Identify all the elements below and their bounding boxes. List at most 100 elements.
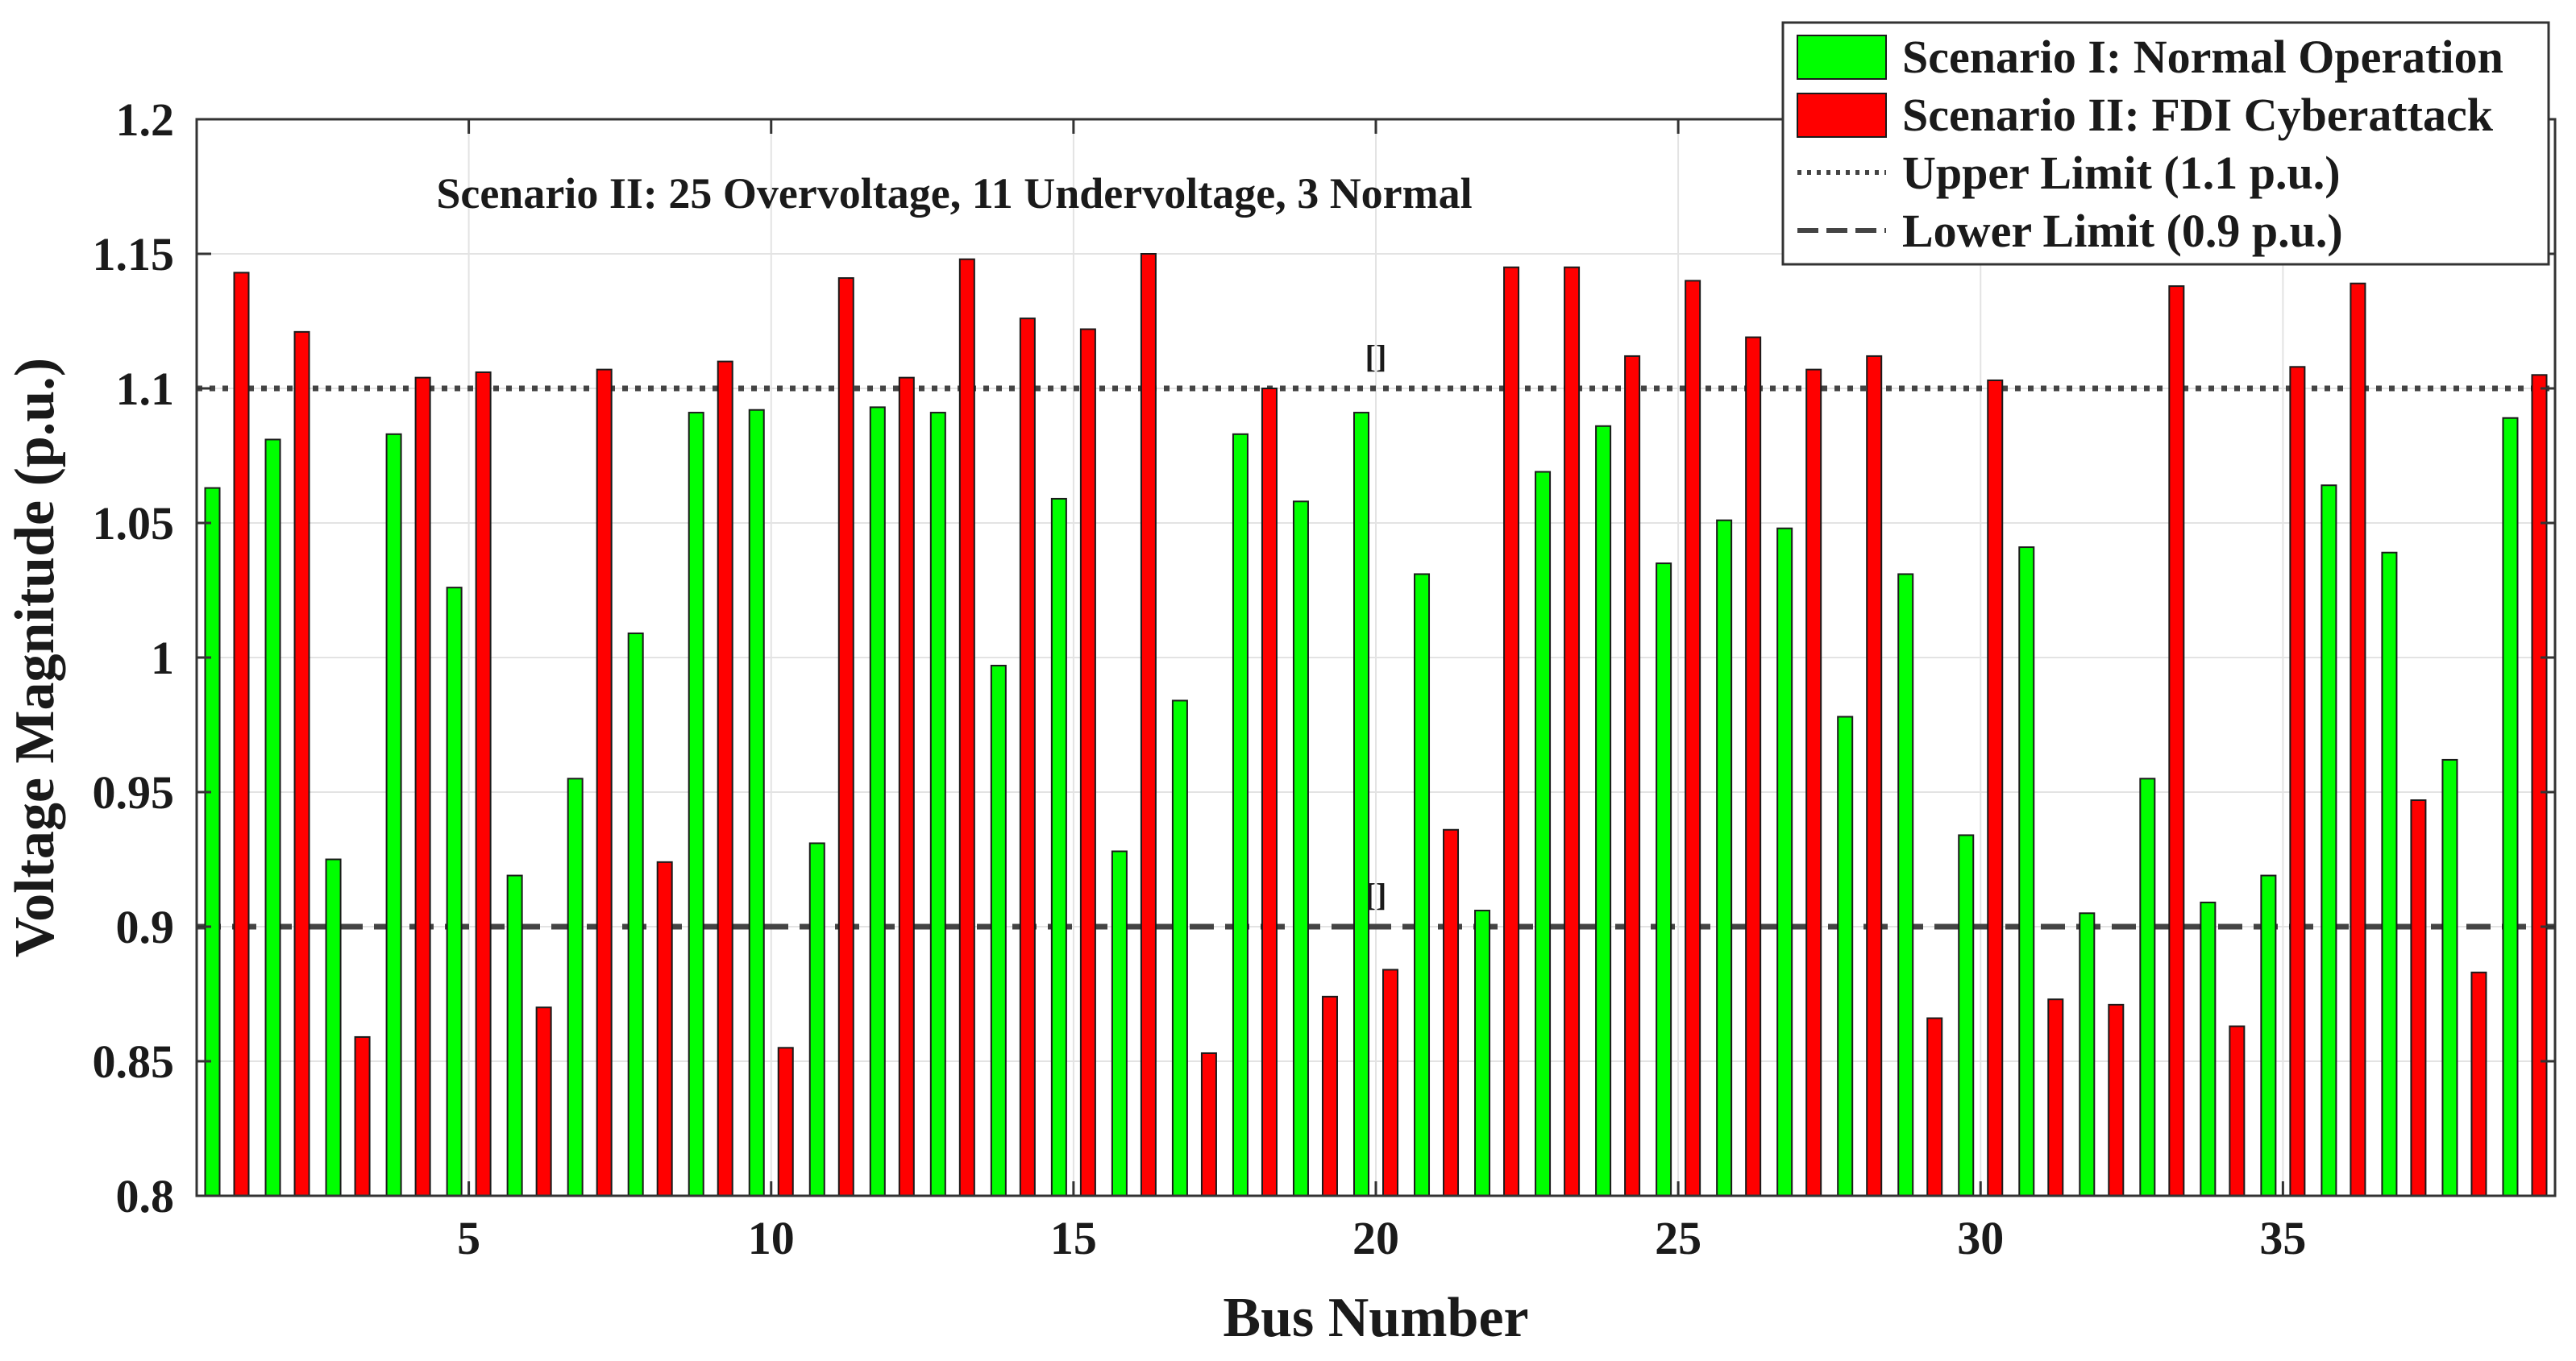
bar-series-1-bus-31: [2018, 546, 2035, 1197]
x-tick-label: 10: [748, 1212, 795, 1264]
bar-series-1-bus-7: [567, 778, 584, 1197]
bar-series-1-bus-8: [627, 632, 644, 1197]
bar-series-2-bus-22: [1503, 266, 1520, 1197]
bar-series-2-bus-31: [2047, 998, 2064, 1197]
y-tick-label: 0.85: [93, 1035, 175, 1088]
bar-series-1-bus-5: [446, 587, 463, 1197]
legend: Scenario I: Normal Operation Scenario II:…: [1781, 21, 2550, 266]
bar-series-2-bus-21: [1443, 828, 1460, 1197]
bar-series-1-bus-19: [1292, 500, 1309, 1197]
x-tick-label: 20: [1352, 1212, 1399, 1264]
bars: [204, 253, 2548, 1197]
bar-series-1-bus-1: [204, 487, 221, 1197]
bar-series-1-bus-16: [1111, 850, 1128, 1197]
bar-series-1-bus-36: [2320, 484, 2337, 1197]
bar-series-1-bus-15: [1050, 497, 1067, 1197]
y-tick-label: 1: [151, 632, 174, 684]
axis-ticks: 0.8 0.85 0.9 0.95 1 1.05 1.1 1.15 1.2 5 10 15 20 25 30…: [93, 93, 2555, 1264]
bar-series-2-bus-19: [1321, 995, 1338, 1197]
upper-limit-marker: []: [1365, 338, 1387, 375]
bar-series-2-bus-24: [1624, 355, 1641, 1197]
bar-series-1-bus-12: [869, 406, 886, 1197]
bar-series-2-bus-3: [354, 1035, 371, 1197]
bar-series-1-bus-14: [990, 665, 1007, 1197]
chart-annotation: Scenario II: 25 Overvoltage, 11 Undervol…: [436, 169, 1472, 218]
bar-series-2-bus-29: [1926, 1017, 1943, 1197]
bar-series-2-bus-26: [1745, 336, 1762, 1197]
bar-series-2-bus-37: [2410, 799, 2427, 1197]
bar-series-1-bus-27: [1776, 527, 1793, 1197]
bar-series-2-bus-5: [475, 371, 492, 1197]
bar-series-2-bus-34: [2229, 1025, 2246, 1197]
bar-series-2-bus-11: [837, 277, 854, 1197]
x-axis-label: Bus Number: [1223, 1287, 1528, 1349]
bar-series-2-bus-6: [535, 1006, 552, 1197]
bar-series-1-bus-10: [748, 409, 765, 1197]
bar-series-2-bus-4: [414, 376, 431, 1197]
bar-series-2-bus-2: [293, 330, 310, 1197]
bar-series-1-bus-34: [2200, 901, 2217, 1197]
bar-series-2-bus-25: [1685, 280, 1701, 1197]
bar-series-2-bus-10: [777, 1047, 794, 1197]
bar-series-1-bus-29: [1897, 573, 1914, 1197]
legend-label-series-2: Scenario II: FDI Cyberattack: [1902, 89, 2494, 141]
bar-series-1-bus-13: [929, 412, 946, 1197]
bar-series-1-bus-23: [1535, 471, 1552, 1197]
bar-series-2-bus-17: [1200, 1052, 1217, 1197]
bar-series-1-bus-37: [2381, 551, 2398, 1197]
y-tick-label: 1.05: [93, 497, 175, 550]
legend-label-lower-limit: Lower Limit (0.9 p.u.): [1902, 205, 2343, 257]
bar-series-2-bus-13: [958, 258, 975, 1197]
bar-series-1-bus-24: [1595, 425, 1612, 1197]
y-tick-label: 1.1: [116, 363, 175, 415]
x-tick-label: 25: [1655, 1212, 1701, 1264]
bar-series-1-bus-6: [506, 874, 523, 1197]
bar-series-1-bus-33: [2139, 778, 2156, 1197]
bar-series-2-bus-30: [1987, 379, 2004, 1197]
x-tick-label: 15: [1050, 1212, 1097, 1264]
y-tick-label: 0.9: [116, 901, 175, 953]
grid: [197, 119, 2555, 1196]
bar-series-1-bus-30: [1958, 834, 1975, 1197]
x-tick-label: 35: [2259, 1212, 2306, 1264]
legend-swatch-series-1: [1797, 35, 1887, 80]
bar-series-1-bus-22: [1474, 909, 1491, 1197]
bar-series-2-bus-20: [1382, 969, 1399, 1197]
bar-series-2-bus-18: [1261, 388, 1278, 1197]
bar-series-1-bus-4: [385, 433, 402, 1197]
bar-series-2-bus-16: [1140, 253, 1157, 1197]
x-tick-label: 5: [457, 1212, 480, 1264]
bar-series-1-bus-20: [1352, 412, 1369, 1197]
reference-lines: [][]: [197, 338, 2555, 930]
y-tick-label: 0.95: [93, 766, 175, 819]
bar-series-1-bus-11: [808, 842, 825, 1197]
bar-series-2-bus-27: [1805, 368, 1822, 1197]
bar-series-2-bus-9: [717, 360, 733, 1197]
bar-series-2-bus-38: [2470, 971, 2487, 1197]
legend-label-upper-limit: Upper Limit (1.1 p.u.): [1902, 147, 2341, 199]
y-tick-label: 1.15: [93, 228, 175, 280]
bar-series-1-bus-3: [325, 858, 342, 1197]
bar-series-2-bus-32: [2108, 1003, 2125, 1197]
legend-box: [1781, 21, 2550, 266]
bar-series-2-bus-28: [1866, 355, 1883, 1197]
bar-series-2-bus-39: [2531, 374, 2548, 1197]
bar-series-2-bus-36: [2350, 282, 2366, 1197]
x-tick-label: 30: [1957, 1212, 2004, 1264]
bar-series-2-bus-1: [233, 272, 250, 1197]
y-tick-label: 0.8: [116, 1170, 175, 1222]
bar-series-1-bus-26: [1716, 519, 1733, 1197]
bar-series-1-bus-35: [2260, 874, 2277, 1197]
bar-series-1-bus-39: [2502, 417, 2519, 1197]
y-tick-label: 1.2: [116, 93, 175, 146]
bar-series-2-bus-15: [1079, 328, 1096, 1197]
bar-series-2-bus-12: [898, 376, 915, 1197]
bar-series-1-bus-9: [688, 412, 704, 1197]
bar-series-1-bus-2: [264, 438, 281, 1197]
bar-series-2-bus-7: [596, 368, 613, 1197]
legend-swatch-series-2: [1797, 93, 1887, 138]
bar-series-1-bus-17: [1171, 699, 1188, 1197]
bar-series-2-bus-8: [656, 861, 673, 1197]
